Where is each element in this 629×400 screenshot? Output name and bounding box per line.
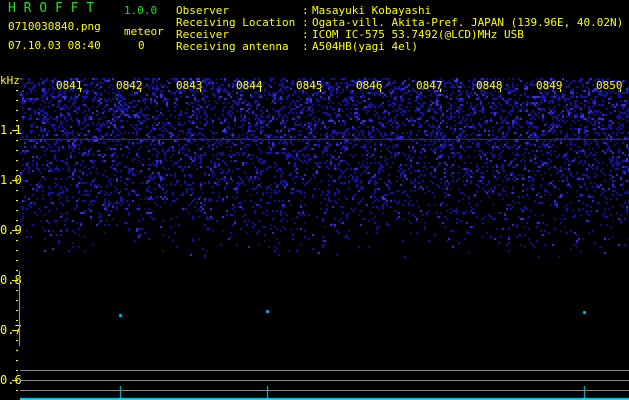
y-minor-tick xyxy=(16,320,18,321)
info-label: Observer xyxy=(176,4,229,17)
time-tick xyxy=(560,89,561,92)
scale-bar xyxy=(19,271,20,346)
time-label: 0842 xyxy=(116,79,143,92)
info-colon: : xyxy=(302,28,309,41)
time-tick xyxy=(260,89,261,92)
y-tick xyxy=(12,230,18,231)
date-time: 07.10.03 08:40 xyxy=(8,39,101,52)
y-minor-tick xyxy=(16,140,18,141)
time-tick xyxy=(320,89,321,92)
meteor-label: meteor xyxy=(124,25,164,38)
y-minor-tick xyxy=(16,200,18,201)
y-minor-tick xyxy=(16,220,18,221)
y-tick-label: 0.8 xyxy=(0,273,22,287)
app-title: H R O F F T xyxy=(8,1,95,16)
y-minor-tick xyxy=(16,90,18,91)
time-label: 0841 xyxy=(56,79,83,92)
info-colon: : xyxy=(302,16,309,29)
y-tick-label: 1.0 xyxy=(0,173,22,187)
meteor-count: 0 xyxy=(138,39,145,52)
info-value: Masayuki Kobayashi xyxy=(312,4,432,17)
y-minor-tick xyxy=(16,370,18,371)
y-minor-tick xyxy=(16,240,18,241)
file-name: 0710030840.png xyxy=(8,20,101,33)
app-version: 1.0.0 xyxy=(124,4,158,17)
y-tick xyxy=(12,280,18,281)
y-tick-label: 1.1 xyxy=(0,123,22,137)
time-tick xyxy=(500,89,501,92)
y-minor-tick xyxy=(16,260,18,261)
unit-label: kHz xyxy=(0,74,20,87)
y-minor-tick xyxy=(16,390,18,391)
time-label: 0849 xyxy=(536,79,563,92)
y-minor-tick xyxy=(16,210,18,211)
time-tick xyxy=(200,89,201,92)
y-tick-label: 0.7 xyxy=(0,323,22,337)
time-label: 0843 xyxy=(176,79,203,92)
y-minor-tick xyxy=(16,160,18,161)
time-tick xyxy=(380,89,381,92)
y-minor-tick xyxy=(16,110,18,111)
y-minor-tick xyxy=(16,170,18,171)
time-label: 0850 xyxy=(596,79,623,92)
y-minor-tick xyxy=(16,100,18,101)
time-tick xyxy=(440,89,441,92)
y-tick xyxy=(12,330,18,331)
time-label: 0844 xyxy=(236,79,263,92)
info-colon: : xyxy=(302,40,309,53)
y-minor-tick xyxy=(16,150,18,151)
time-tick xyxy=(80,89,81,92)
grid-line xyxy=(20,390,629,391)
time-label: 0845 xyxy=(296,79,323,92)
time-label: 0848 xyxy=(476,79,503,92)
info-value: A504HB(yagi 4el) xyxy=(312,40,418,53)
y-minor-tick xyxy=(16,250,18,251)
y-minor-tick xyxy=(16,290,18,291)
time-tick xyxy=(140,89,141,92)
info-label: Receiving antenna xyxy=(176,40,289,53)
y-minor-tick xyxy=(16,340,18,341)
time-label: 0847 xyxy=(416,79,443,92)
y-minor-tick xyxy=(16,190,18,191)
y-minor-tick xyxy=(16,300,18,301)
y-minor-tick xyxy=(16,360,18,361)
grid-line xyxy=(20,370,629,371)
y-minor-tick xyxy=(16,310,18,311)
info-value: Ogata-vill. Akita-Pref. JAPAN (139.96E, … xyxy=(312,16,624,29)
y-minor-tick xyxy=(16,120,18,121)
y-tick xyxy=(12,130,18,131)
y-tick-label: 0.6 xyxy=(0,373,22,387)
time-label: 0846 xyxy=(356,79,383,92)
info-colon: : xyxy=(302,4,309,17)
y-tick xyxy=(12,380,18,381)
info-label: Receiving Location xyxy=(176,16,296,29)
info-value: ICOM IC-575 53.7492(@LCD)MHz USB xyxy=(312,28,524,41)
info-label: Receiver xyxy=(176,28,229,41)
y-minor-tick xyxy=(16,270,18,271)
y-tick-label: 0.9 xyxy=(0,223,22,237)
y-tick xyxy=(12,180,18,181)
time-tick xyxy=(620,89,621,92)
y-minor-tick xyxy=(16,350,18,351)
grid-line xyxy=(20,380,629,381)
spectrogram xyxy=(20,78,629,400)
